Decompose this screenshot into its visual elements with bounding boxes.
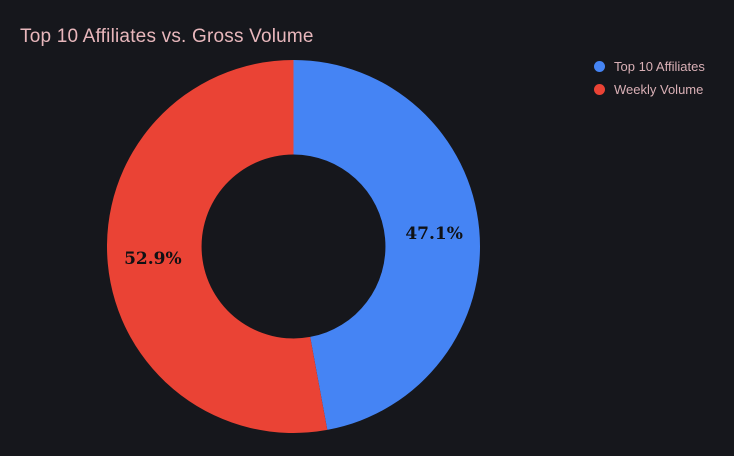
legend-swatch-circle-icon <box>594 61 605 72</box>
legend-item-weekly-volume[interactable]: Weekly Volume <box>594 82 705 97</box>
legend: Top 10 Affiliates Weekly Volume <box>594 59 705 105</box>
donut-chart[interactable]: 47.1% 52.9% <box>107 60 480 433</box>
donut-chart-svg[interactable] <box>107 60 480 433</box>
legend-swatch-circle-icon <box>594 84 605 95</box>
chart-title: Top 10 Affiliates vs. Gross Volume <box>20 26 314 47</box>
legend-item-top-10-affiliates[interactable]: Top 10 Affiliates <box>594 59 705 74</box>
legend-label: Top 10 Affiliates <box>614 59 705 74</box>
legend-label: Weekly Volume <box>614 82 704 97</box>
